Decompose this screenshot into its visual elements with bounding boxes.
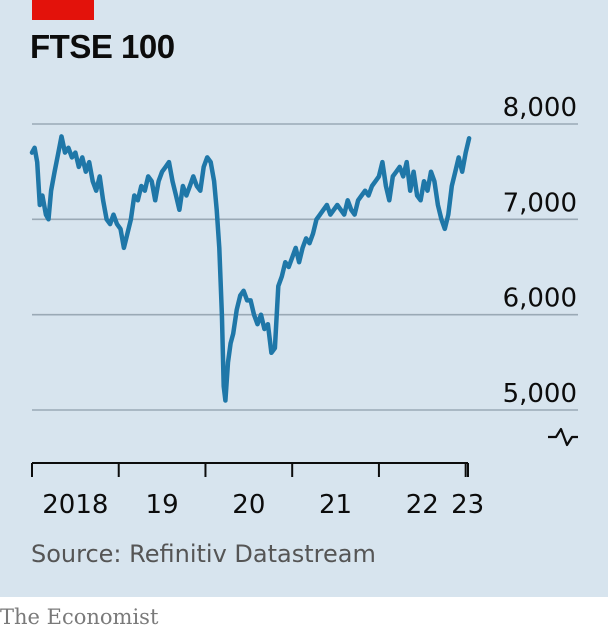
chart-panel: FTSE 100 5,000 6,000 7,000 8,000 2018 19 20 21…	[0, 0, 608, 597]
brand-red-tag	[32, 0, 94, 20]
x-tick-label: 2018	[42, 490, 108, 520]
y-axis-labels: 5,000 6,000 7,000 8,000	[503, 93, 577, 409]
y-tick-label: 6,000	[503, 284, 577, 314]
gridlines	[32, 123, 578, 411]
x-tick-label: 21	[319, 490, 352, 520]
publisher-credit: The Economist	[0, 605, 159, 629]
x-tick-label: 22	[406, 490, 439, 520]
y-tick-label: 5,000	[503, 379, 577, 409]
x-tick-label: 20	[232, 490, 265, 520]
series-line	[29, 134, 472, 403]
axis-break-icon	[548, 427, 578, 447]
x-tick-label: 23	[451, 490, 484, 520]
chart-title: FTSE 100	[30, 28, 175, 65]
x-tick-label: 19	[146, 490, 179, 520]
y-tick-label: 8,000	[503, 93, 577, 123]
y-tick-label: 7,000	[503, 188, 577, 218]
source-note: Source: Refinitiv Datastream	[31, 540, 376, 568]
line-chart: 5,000 6,000 7,000 8,000 2018 19 20 21 22 23	[29, 93, 578, 520]
x-axis: 2018 19 20 21 22 23	[31, 462, 484, 520]
series-layer	[29, 134, 472, 403]
